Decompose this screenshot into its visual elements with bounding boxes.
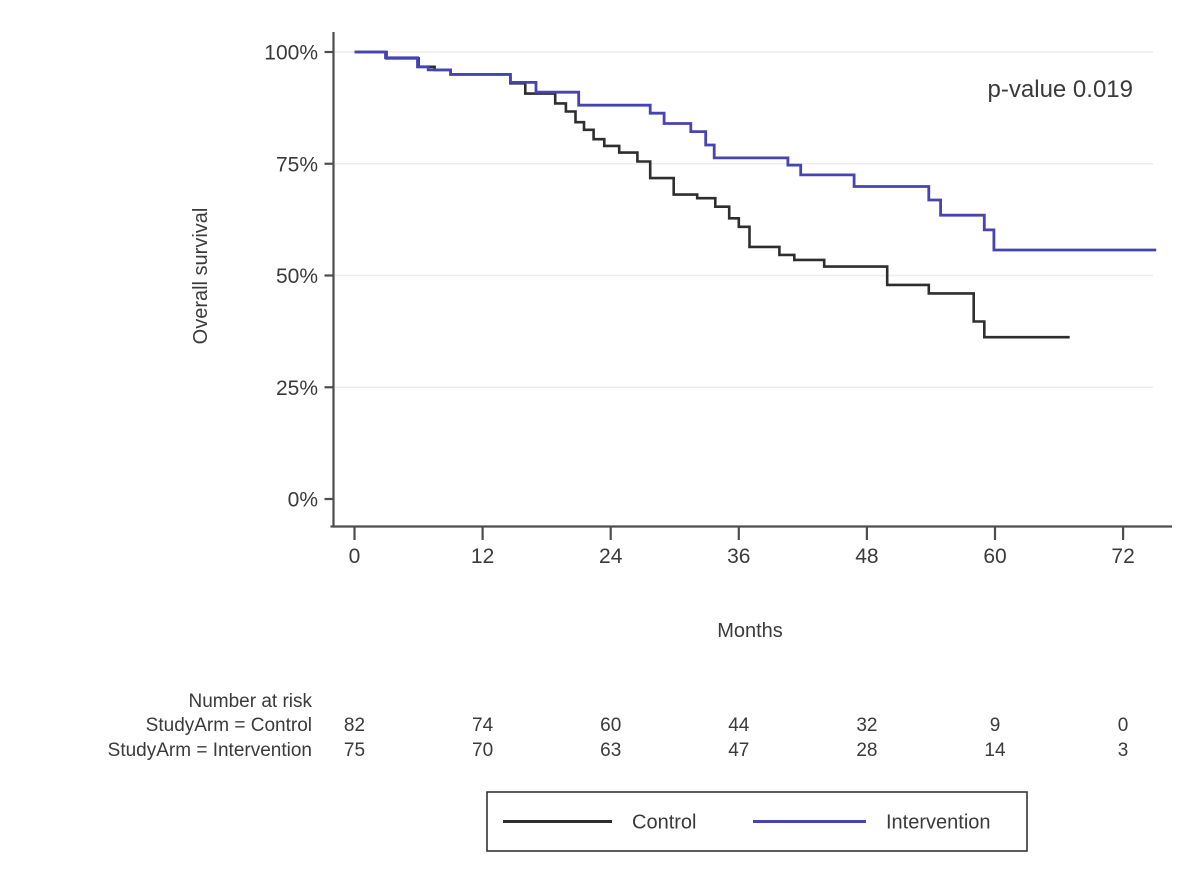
y-tick-label-75: 75% (276, 153, 318, 176)
legend-label-intervention: Intervention (886, 812, 991, 834)
risk-count-row0-col0: 82 (344, 715, 365, 736)
y-tick-label-25: 25% (276, 377, 318, 400)
risk-count-row1-col2: 63 (600, 740, 621, 761)
risk-count-row1-col4: 28 (856, 740, 877, 761)
intervention-curve (354, 50, 1157, 252)
risk-count-row1-col6: 3 (1118, 740, 1129, 761)
x-axis-title: Months (717, 620, 783, 642)
x-tick-label-48: 48 (855, 545, 878, 568)
risk-count-row0-col6: 0 (1118, 715, 1129, 736)
gridlines (335, 51, 1153, 389)
y-axis-title: Overall survival (190, 208, 212, 345)
risk-count-row1-col5: 14 (984, 740, 1006, 761)
y-tick-label-50: 50% (276, 265, 318, 288)
risk-values: 82 74 60 44 32 9 0 75 70 63 47 28 14 3 (344, 715, 1128, 761)
risk-row-label-control: StudyArm = Control (146, 715, 312, 736)
risk-count-row0-col1: 74 (472, 715, 494, 736)
y-tick-label-0: 0% (288, 489, 318, 512)
risk-count-row0-col2: 60 (600, 715, 621, 736)
x-tick-label-24: 24 (599, 545, 623, 568)
risk-table: Number at risk StudyArm = Control StudyA… (108, 691, 1129, 761)
x-tick-label-0: 0 (349, 545, 361, 568)
legend: Control Intervention (486, 791, 1028, 852)
risk-count-row0-col3: 44 (728, 715, 750, 736)
risk-count-row1-col1: 70 (472, 740, 493, 761)
control-curve (354, 50, 1070, 339)
risk-count-row0-col4: 32 (856, 715, 877, 736)
risk-count-row1-col3: 47 (728, 740, 749, 761)
y-tick-label-100: 100% (264, 42, 318, 65)
legend-label-control: Control (632, 812, 696, 834)
x-tick-label-36: 36 (727, 545, 750, 568)
x-tick-label-72: 72 (1111, 545, 1134, 568)
risk-row-label-intervention: StudyArm = Intervention (108, 740, 312, 761)
y-ticks: 0% 25% 50% 75% 100% (264, 42, 334, 512)
risk-count-row1-col0: 75 (344, 740, 365, 761)
x-tick-label-60: 60 (983, 545, 1006, 568)
risk-table-header: Number at risk (188, 691, 312, 712)
x-tick-label-12: 12 (471, 545, 494, 568)
x-ticks: 0 12 24 36 48 60 72 (349, 526, 1135, 568)
risk-count-row0-col5: 9 (990, 715, 1001, 736)
p-value-label: p-value 0.019 (988, 76, 1133, 103)
